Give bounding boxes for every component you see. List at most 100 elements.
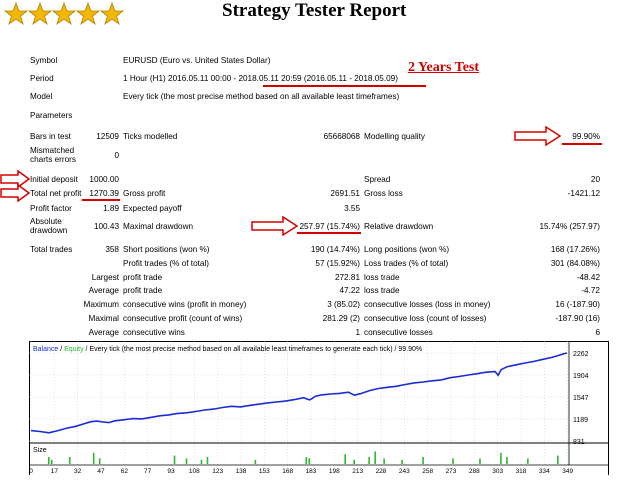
expected-payoff-value: 3.55 — [344, 204, 360, 213]
avg-losses-value: 6 — [595, 328, 600, 337]
total-trades-value: 358 — [105, 245, 119, 254]
avg-wins-value: 1 — [355, 328, 360, 337]
star-icon — [4, 2, 28, 26]
largest-profit-label: profit trade — [123, 273, 163, 282]
x-tick-label: 273 — [446, 468, 457, 475]
x-tick-label: 93 — [167, 468, 175, 475]
profit-trades-value: 57 (15.92%) — [315, 259, 360, 268]
x-tick-label: 303 — [492, 468, 503, 475]
star-icon — [100, 2, 124, 26]
spread-value: 20 — [590, 175, 600, 184]
x-tick-label: 349 — [562, 468, 573, 475]
size-bar — [206, 457, 209, 464]
report-title: Strategy Tester Report — [222, 0, 407, 21]
star-icon — [28, 2, 52, 26]
max-wins-label: consecutive wins (profit in money) — [123, 300, 247, 309]
model-label: Model — [30, 92, 53, 101]
maximal-loss-value: -187.90 (16) — [555, 314, 600, 323]
parameters-label: Parameters — [30, 111, 73, 120]
symbol-value: EURUSD (Euro vs. United States Dollar) — [123, 56, 271, 65]
size-bar — [173, 455, 176, 464]
maximal-profit-label: consecutive profit (count of wins) — [123, 314, 243, 323]
x-tick-label: 138 — [236, 468, 247, 475]
arrow-right-icon — [0, 170, 30, 188]
size-bar — [527, 458, 529, 464]
long-positions-value: 168 (17.26%) — [550, 245, 600, 254]
size-bar — [47, 457, 50, 464]
balance-line — [30, 352, 568, 434]
size-bar — [401, 459, 403, 464]
size-bar — [506, 457, 508, 464]
size-bar — [500, 452, 502, 464]
largest-loss-label: loss trade — [364, 273, 400, 282]
x-tick-label: 334 — [539, 468, 550, 475]
x-tick-label: 288 — [469, 468, 480, 475]
balance-chart: 2262190415471189831 Balance / Equity / E… — [29, 341, 609, 475]
size-bar — [98, 458, 101, 464]
gross-loss-value: -1421.12 — [567, 189, 600, 198]
y-tick-label: 1547 — [573, 395, 589, 402]
size-bar — [185, 458, 188, 464]
x-tick-label: 228 — [376, 468, 387, 475]
annotation-text: 2 Years Test — [408, 60, 480, 75]
largest-profit-value: 272.81 — [334, 273, 360, 282]
expected-payoff-label: Expected payoff — [123, 204, 182, 213]
net-profit-label: Total net profit — [30, 189, 82, 198]
loss-trades-label: Loss trades (% of total) — [364, 259, 449, 268]
net-profit-underline — [82, 199, 120, 201]
short-positions-label: Short positions (won %) — [123, 245, 210, 254]
largest-loss-value: -48.42 — [576, 273, 600, 282]
x-tick-label: 47 — [97, 468, 105, 475]
size-bar — [422, 457, 424, 464]
size-bar — [305, 457, 308, 464]
legend-description: / Every tick (the most precise method ba… — [84, 346, 423, 353]
gross-profit-label: Gross profit — [123, 189, 166, 198]
ticks-value: 65668068 — [323, 132, 360, 141]
long-positions-label: Long positions (won %) — [364, 245, 450, 254]
size-bar — [479, 458, 481, 464]
star-icon — [76, 2, 100, 26]
x-tick-label: 318 — [516, 468, 527, 475]
size-bar — [68, 457, 71, 464]
legend-separator: / — [58, 346, 64, 353]
rel-drawdown-value: 15.74% (257.97) — [539, 222, 600, 231]
ticks-label: Ticks modelled — [123, 132, 178, 141]
symbol-label: Symbol — [30, 56, 58, 65]
size-bar — [308, 458, 311, 464]
x-tick-label: 0 — [29, 468, 33, 475]
mismatch-label-2: charts errors — [30, 155, 76, 164]
mismatch-label-1: Mismatched — [30, 146, 75, 155]
abs-drawdown-value: 100.43 — [93, 222, 119, 231]
avg-loss-label: loss trade — [364, 286, 400, 295]
arrow-right-icon — [251, 216, 299, 236]
bars-value: 12509 — [96, 132, 119, 141]
abs-drawdown-label-2: drawdown — [30, 226, 68, 235]
size-bar — [353, 459, 355, 464]
maximal-loss-label: consecutive loss (count of losses) — [364, 314, 487, 323]
spread-label: Spread — [364, 175, 391, 184]
quality-value: 99.90% — [572, 132, 600, 141]
net-profit-value: 1270.39 — [89, 189, 119, 198]
size-bar — [557, 455, 559, 464]
x-tick-label: 62 — [121, 468, 129, 475]
period-underline — [263, 85, 426, 87]
x-tick-label: 32 — [74, 468, 82, 475]
size-bars — [29, 451, 609, 466]
period-value: 1 Hour (H1) 2016.05.11 00:00 - 2018.05.1… — [123, 74, 398, 83]
short-positions-value: 190 (14.74%) — [310, 245, 360, 254]
profit-trades-label: Profit trades (% of total) — [123, 259, 210, 268]
arrow-right-icon — [514, 126, 562, 146]
max-losses-label: consecutive losses (loss in money) — [364, 300, 491, 309]
legend-balance: Balance — [33, 346, 58, 353]
x-tick-label: 77 — [144, 468, 152, 475]
legend-text: Balance / Equity / Every tick (the most … — [33, 346, 422, 353]
chart-frame — [29, 341, 609, 475]
gross-loss-label: Gross loss — [364, 189, 403, 198]
size-bar — [383, 458, 385, 464]
max-wins-value: 3 (85.02) — [327, 300, 360, 309]
x-tick-label: 183 — [306, 468, 317, 475]
profit-factor-value: 1.89 — [103, 204, 119, 213]
bars-label: Bars in test — [30, 132, 71, 141]
largest-label: Largest — [91, 273, 119, 282]
total-trades-label: Total trades — [30, 245, 73, 254]
